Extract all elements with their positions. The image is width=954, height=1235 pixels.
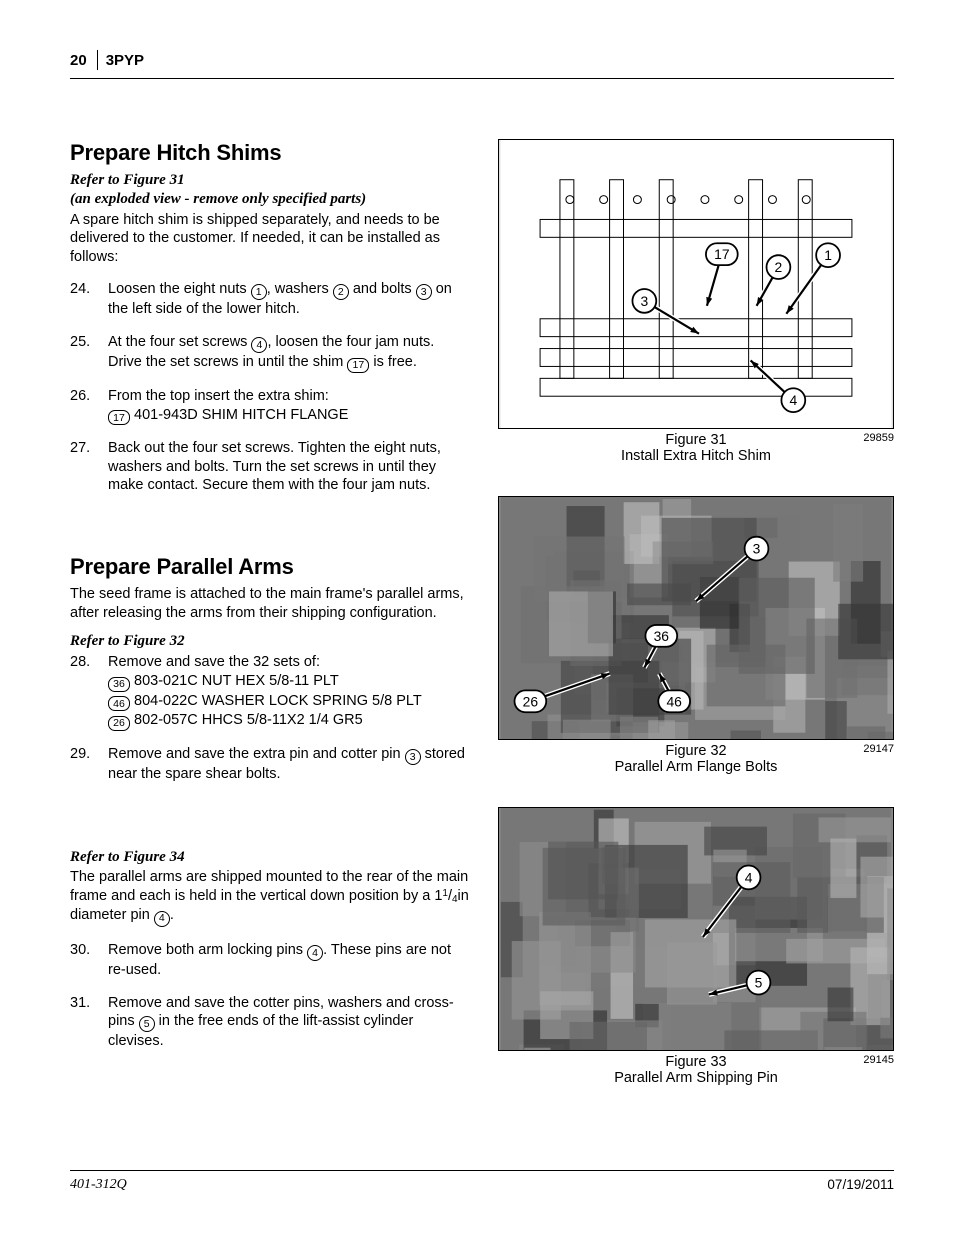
callout-4: 4 — [251, 337, 267, 353]
section-title-parallel-arms: Prepare Parallel Arms — [70, 553, 470, 581]
model-code: 3PYP — [100, 52, 144, 69]
step-body: Remove both arm locking pins 4. These pi… — [108, 941, 470, 980]
step-body: At the four set screws 4, loosen the fou… — [108, 333, 470, 373]
callout-46: 46 — [108, 696, 130, 711]
step-body: Loosen the eight nuts 1, washers 2 and b… — [108, 280, 470, 319]
svg-text:3: 3 — [753, 541, 761, 557]
step-28: 28. Remove and save the 32 sets of: 36 8… — [70, 653, 470, 731]
text-column: Prepare Hitch Shims Refer to Figure 31 (… — [70, 139, 470, 1086]
figure-32-caption: Figure 3229147 Parallel Arm Flange Bolts — [498, 743, 894, 775]
step-body: Remove and save the 32 sets of: 36 803-0… — [108, 653, 470, 731]
svg-text:2: 2 — [775, 259, 783, 275]
section3-intro: The parallel arms are shipped mounted to… — [70, 868, 470, 927]
callout-4: 4 — [154, 911, 170, 927]
figure-33-caption: Figure 3329145 Parallel Arm Shipping Pin — [498, 1054, 894, 1086]
section2-steps: 28. Remove and save the 32 sets of: 36 8… — [70, 653, 470, 784]
step-body: Remove and save the cotter pins, washers… — [108, 994, 470, 1051]
callout-3: 3 — [405, 749, 421, 765]
step-26: 26. From the top insert the extra shim: … — [70, 387, 470, 425]
figure-32: 3 36 26 46 — [498, 496, 894, 740]
step-num: 30. — [70, 941, 98, 980]
page-footer: 401-312Q 07/19/2011 — [70, 1170, 894, 1193]
step-num: 24. — [70, 280, 98, 319]
section3-steps: 30. Remove both arm locking pins 4. Thes… — [70, 941, 470, 1051]
callout-5: 5 — [139, 1016, 155, 1032]
step-25: 25. At the four set screws 4, loosen the… — [70, 333, 470, 373]
step-num: 28. — [70, 653, 98, 731]
step-29: 29. Remove and save the extra pin and co… — [70, 745, 470, 784]
step-body: Remove and save the extra pin and cotter… — [108, 745, 470, 784]
step-num: 31. — [70, 994, 98, 1051]
header-divider — [97, 50, 98, 70]
refer-fig32: Refer to Figure 32 — [70, 632, 470, 651]
section1-intro: A spare hitch shim is shipped separately… — [70, 211, 470, 267]
svg-text:4: 4 — [789, 392, 797, 408]
section2-intro: The seed frame is attached to the main f… — [70, 585, 470, 622]
page-number: 20 — [70, 52, 95, 69]
callout-17: 17 — [108, 410, 130, 425]
figure-31-caption: Figure 3129859 Install Extra Hitch Shim — [498, 432, 894, 464]
step-30: 30. Remove both arm locking pins 4. Thes… — [70, 941, 470, 980]
svg-text:4: 4 — [745, 869, 753, 885]
step-24: 24. Loosen the eight nuts 1, washers 2 a… — [70, 280, 470, 319]
figure-31: 17 2 1 3 4 — [498, 139, 894, 429]
step-num: 26. — [70, 387, 98, 425]
exploded-note: (an exploded view - remove only specifie… — [70, 190, 470, 209]
svg-text:36: 36 — [654, 628, 670, 644]
step-num: 25. — [70, 333, 98, 373]
svg-text:1: 1 — [824, 247, 832, 263]
callout-36: 36 — [108, 677, 130, 692]
step-27: 27. Back out the four set screws. Tighte… — [70, 439, 470, 495]
svg-text:17: 17 — [714, 246, 730, 262]
figure-column: 17 2 1 3 4 Figure 3129859 Install Extra Hitc… — [498, 139, 894, 1086]
refer-fig34: Refer to Figure 34 — [70, 848, 470, 867]
section-parallel-arms: Prepare Parallel Arms The seed frame is … — [70, 553, 470, 784]
doc-date: 07/19/2011 — [827, 1177, 894, 1193]
section-title-hitch-shims: Prepare Hitch Shims — [70, 139, 470, 167]
section1-steps: 24. Loosen the eight nuts 1, washers 2 a… — [70, 280, 470, 495]
page-header: 20 3PYP — [70, 50, 894, 76]
step-num: 29. — [70, 745, 98, 784]
callout-1: 1 — [251, 284, 267, 300]
step-num: 27. — [70, 439, 98, 495]
svg-text:26: 26 — [523, 693, 539, 709]
callout-2: 2 — [333, 284, 349, 300]
callout-3: 3 — [416, 284, 432, 300]
section-fig34: Refer to Figure 34 The parallel arms are… — [70, 848, 470, 1051]
callout-17: 17 — [347, 358, 369, 373]
svg-text:3: 3 — [640, 293, 648, 309]
step-31: 31. Remove and save the cotter pins, was… — [70, 994, 470, 1051]
refer-fig31: Refer to Figure 31 — [70, 171, 470, 190]
svg-text:46: 46 — [666, 693, 682, 709]
step-body: From the top insert the extra shim: 17 4… — [108, 387, 470, 425]
header-rule — [70, 78, 894, 79]
figure-33: 45 — [498, 807, 894, 1051]
svg-text:5: 5 — [755, 975, 763, 991]
callout-4: 4 — [307, 945, 323, 961]
page-content: Prepare Hitch Shims Refer to Figure 31 (… — [70, 139, 894, 1086]
step-body: Back out the four set screws. Tighten th… — [108, 439, 470, 495]
doc-number: 401-312Q — [70, 1177, 127, 1193]
callout-26: 26 — [108, 716, 130, 731]
